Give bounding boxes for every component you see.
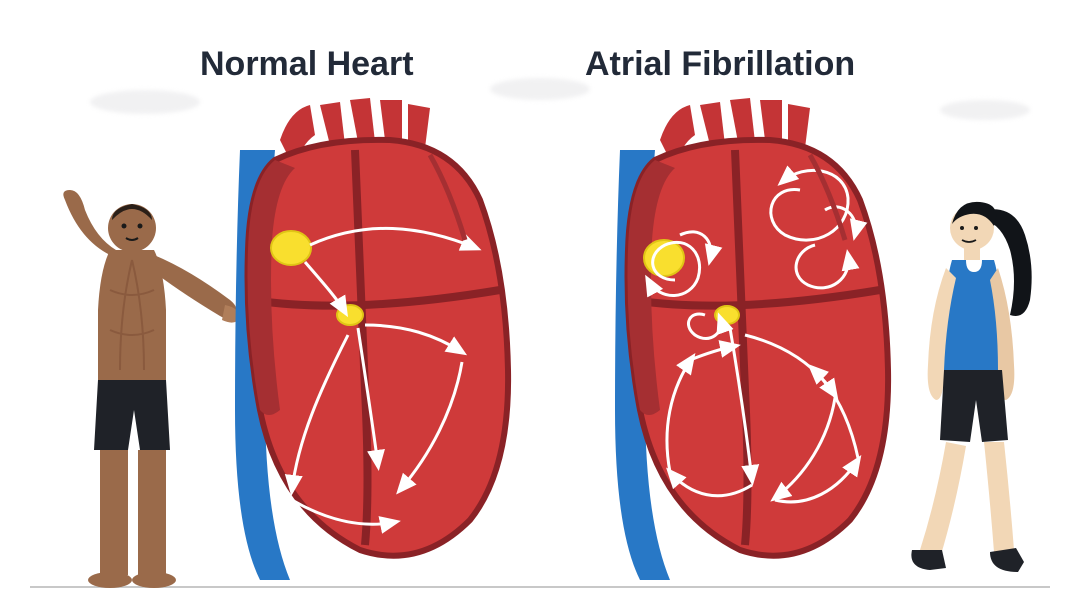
- av-node-icon: [715, 306, 739, 324]
- normal-heart-diagram: [180, 90, 550, 590]
- woman-illustration: [890, 190, 1070, 590]
- sa-node-icon: [271, 231, 311, 265]
- title-normal-heart: Normal Heart: [200, 45, 414, 84]
- afib-heart-diagram: [560, 90, 930, 590]
- cloud-decoration: [940, 100, 1030, 120]
- title-atrial-fibrillation: Atrial Fibrillation: [585, 45, 855, 84]
